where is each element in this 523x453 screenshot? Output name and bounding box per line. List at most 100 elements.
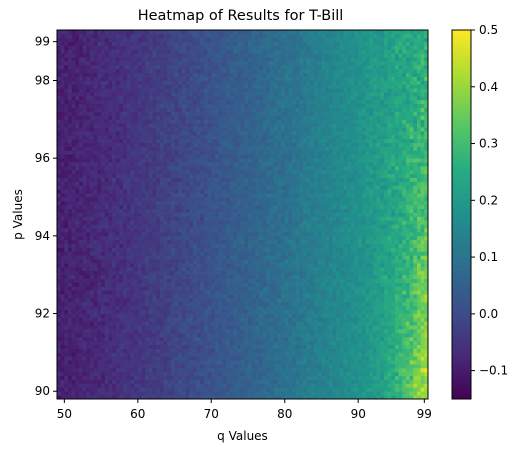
heatmap-cell <box>82 367 87 373</box>
heatmap-cell <box>270 364 275 369</box>
heatmap-cell <box>310 274 315 279</box>
heatmap-cell <box>325 352 330 357</box>
heatmap-cell <box>71 235 76 241</box>
heatmap-cell <box>409 286 414 291</box>
heatmap-cell <box>134 367 139 373</box>
heatmap-cell <box>413 208 418 213</box>
heatmap-cell <box>240 391 245 396</box>
heatmap-cell <box>86 255 91 260</box>
heatmap-cell <box>236 255 242 260</box>
heatmap-cell <box>383 251 388 256</box>
heatmap-cell <box>240 348 245 353</box>
heatmap-cell <box>137 231 142 237</box>
heatmap-cell <box>214 340 219 345</box>
heatmap-cell <box>167 286 172 291</box>
heatmap-cell <box>306 278 311 283</box>
heatmap-cell <box>332 329 337 334</box>
heatmap-cell <box>174 251 179 256</box>
heatmap-cell <box>97 395 102 400</box>
heatmap-cell <box>402 282 407 287</box>
heatmap-cell <box>90 321 95 326</box>
heatmap-cell <box>365 301 370 307</box>
heatmap-cell <box>270 383 275 388</box>
heatmap-cell <box>372 231 377 237</box>
heatmap-cell <box>112 305 117 311</box>
heatmap-cell <box>248 278 253 283</box>
heatmap-cell <box>152 340 157 345</box>
heatmap-cell <box>174 204 179 210</box>
heatmap-cell <box>416 367 421 373</box>
heatmap-cell <box>332 375 337 380</box>
heatmap-cell <box>57 329 62 334</box>
heatmap-cell <box>314 344 319 349</box>
heatmap-cell <box>68 379 73 384</box>
heatmap-cell <box>64 313 69 318</box>
heatmap-cell <box>71 294 76 299</box>
heatmap-cell <box>64 379 69 384</box>
heatmap-cell <box>358 371 363 377</box>
heatmap-cell <box>174 294 179 299</box>
heatmap-cell <box>277 286 282 291</box>
heatmap-cell <box>424 251 429 256</box>
heatmap-cell <box>170 352 175 357</box>
heatmap-cell <box>251 263 256 268</box>
heatmap-cell <box>71 340 76 345</box>
heatmap-cell <box>108 224 113 229</box>
heatmap-cell <box>57 305 62 311</box>
heatmap-cell <box>347 259 352 264</box>
heatmap-cell <box>156 208 161 213</box>
heatmap-cell <box>244 309 249 314</box>
heatmap-cell <box>376 383 381 388</box>
heatmap-cell <box>325 255 330 260</box>
heatmap-cell <box>266 282 271 287</box>
heatmap-cell <box>251 395 256 400</box>
heatmap-cell <box>60 340 65 345</box>
heatmap-cell <box>336 356 341 361</box>
heatmap-cell <box>112 325 117 330</box>
heatmap-cell <box>369 375 374 380</box>
heatmap-cell <box>328 383 333 388</box>
heatmap-cell <box>420 231 425 237</box>
heatmap-cell <box>181 266 186 272</box>
heatmap-cell <box>372 321 377 326</box>
heatmap-cell <box>112 356 117 361</box>
heatmap-cell <box>394 282 399 287</box>
heatmap-cell <box>244 235 249 241</box>
heatmap-cell <box>170 387 175 392</box>
heatmap-cell <box>369 231 374 237</box>
heatmap-cell <box>325 309 330 314</box>
heatmap-cell <box>211 220 216 225</box>
heatmap-cell <box>314 336 319 342</box>
heatmap-cell <box>354 270 359 276</box>
heatmap-cell <box>203 259 208 264</box>
heatmap-cell <box>284 344 289 349</box>
heatmap-cell <box>123 259 128 264</box>
heatmap-cell <box>387 367 392 373</box>
heatmap-cell <box>244 336 249 342</box>
heatmap-cell <box>86 356 91 361</box>
heatmap-cell <box>262 235 267 241</box>
heatmap-cell <box>229 251 234 256</box>
heatmap-cell <box>97 294 102 299</box>
heatmap-cell <box>222 204 227 210</box>
heatmap-cell <box>259 274 264 279</box>
heatmap-cell <box>225 286 230 291</box>
heatmap-cell <box>281 329 286 334</box>
heatmap-cell <box>93 329 98 334</box>
heatmap-cell <box>270 298 275 303</box>
heatmap-cell <box>325 282 330 287</box>
heatmap-cell <box>365 263 370 268</box>
heatmap-cell <box>68 239 73 244</box>
heatmap-cell <box>314 360 319 365</box>
heatmap-cell <box>137 317 142 322</box>
heatmap-cell <box>402 274 407 279</box>
heatmap-cell <box>365 298 370 303</box>
heatmap-cell <box>303 243 308 248</box>
heatmap-cell <box>303 395 308 400</box>
heatmap-cell <box>413 243 418 248</box>
heatmap-cell <box>196 329 201 334</box>
heatmap-cell <box>284 325 289 330</box>
heatmap-cell <box>192 228 197 233</box>
heatmap-cell <box>321 263 326 268</box>
heatmap-cell <box>200 309 205 314</box>
